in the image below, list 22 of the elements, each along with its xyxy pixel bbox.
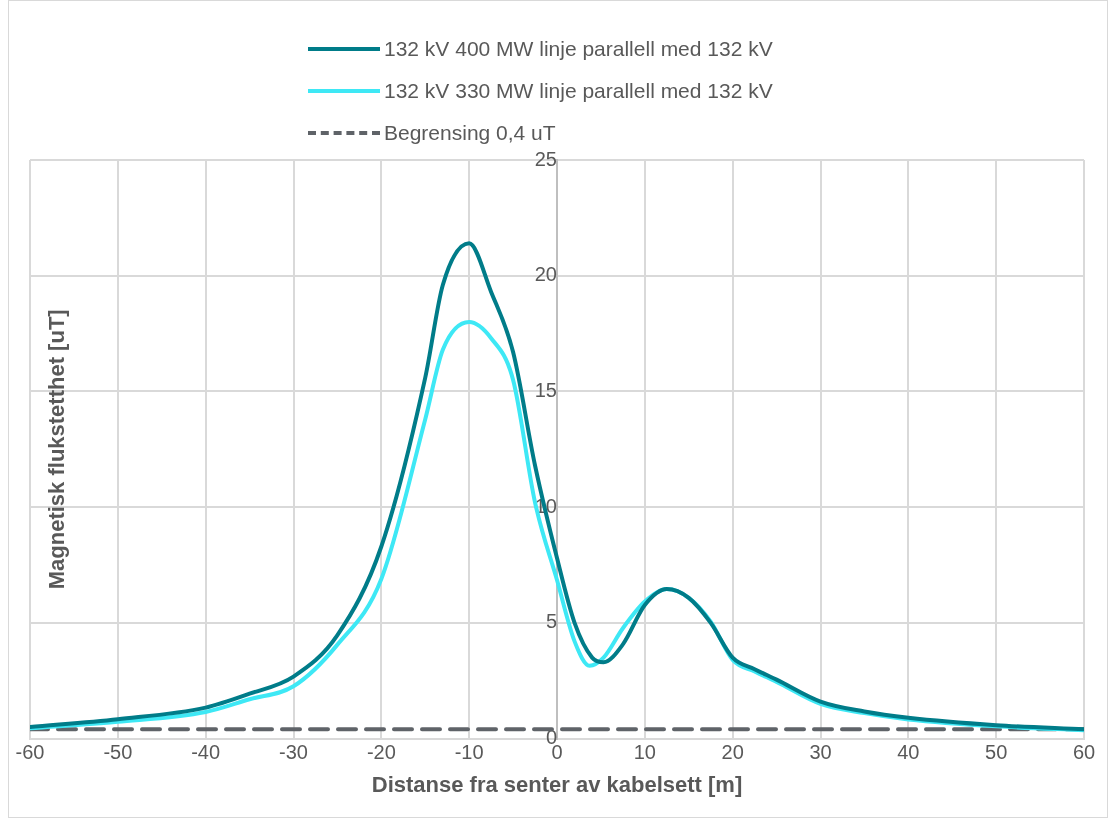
x-tick-label: -10 [454, 741, 484, 764]
line-series [30, 241, 1084, 732]
y-tick-label: 20 [534, 263, 557, 286]
x-tick-label: 60 [1072, 741, 1096, 764]
x-tick-label: 30 [809, 741, 832, 764]
x-tick-label: 10 [633, 741, 656, 764]
x-tick-label: 40 [897, 741, 920, 764]
x-axis-title: Distanse fra senter av kabelsett [m] [371, 771, 743, 797]
x-tick-label: 20 [721, 741, 744, 764]
legend-label: 132 kV 400 MW linje parallell med 132 kV [384, 37, 773, 61]
y-axis-title: Magnetisk flukstetthet [uT] [44, 309, 70, 590]
x-tick-label: -60 [15, 741, 45, 764]
y-tick-label: 25 [534, 147, 557, 170]
legend-label: Begrensing 0,4 uT [384, 121, 556, 145]
y-tick-label: 15 [534, 378, 557, 401]
x-tick-label: -50 [103, 741, 133, 764]
x-tick-label: -40 [191, 741, 221, 764]
x-tick-label: 50 [985, 741, 1008, 764]
x-tick-label: -30 [279, 741, 308, 764]
y-tick-label: 5 [545, 610, 557, 633]
x-tick-label: -20 [366, 741, 396, 764]
legend-label: 132 kV 330 MW linje parallell med 132 kV [384, 79, 773, 103]
